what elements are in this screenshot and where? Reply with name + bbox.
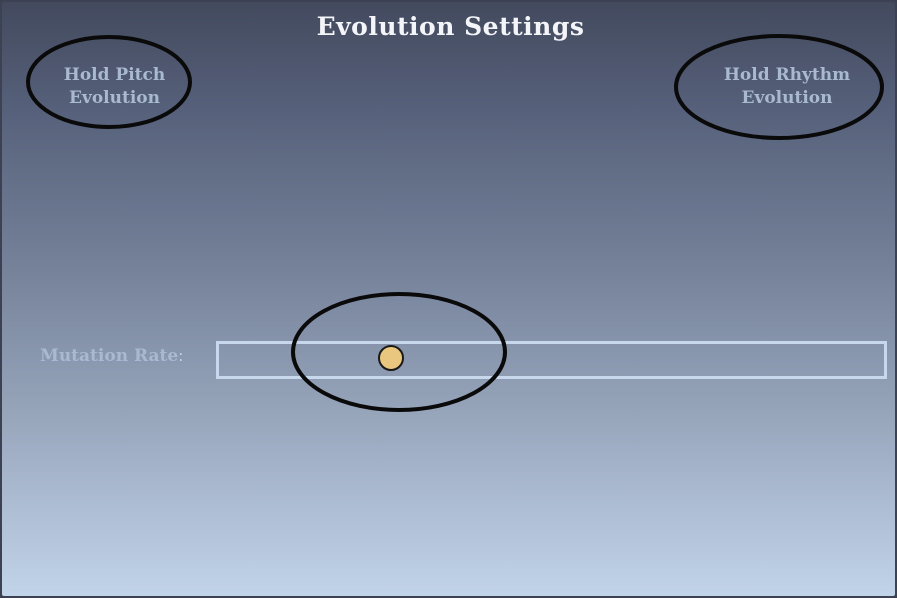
mutation-rate-slider-track[interactable] [216,341,887,379]
hold-rhythm-label-line1: Hold Rhythm [723,65,851,85]
hold-pitch-evolution-button[interactable]: Hold Pitch Evolution [42,64,187,110]
hold-pitch-label-line1: Hold Pitch [63,65,166,85]
hold-pitch-label-line2: Evolution [68,88,160,108]
page-title: Evolution Settings [316,12,585,41]
mutation-rate-label: Mutation Rate: [40,346,183,366]
mutation-rate-slider-thumb[interactable] [378,345,404,371]
hold-rhythm-evolution-button[interactable]: Hold Rhythm Evolution [702,64,872,110]
mutation-rate-colon: : [178,347,184,365]
hold-rhythm-label-line2: Evolution [741,88,833,108]
mutation-rate-label-text: Mutation Rate [40,346,179,366]
